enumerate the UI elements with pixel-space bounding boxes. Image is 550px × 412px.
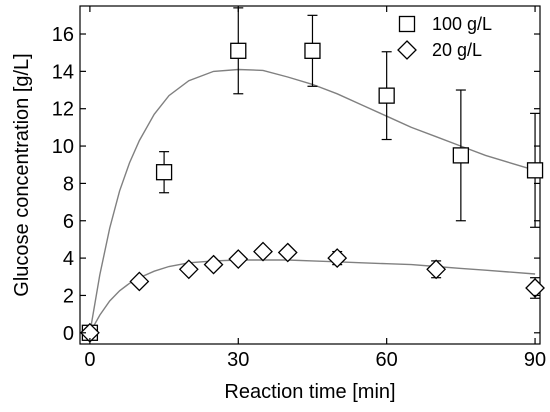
fit-curves (89, 68, 536, 334)
diamond-marker-series-2 (178, 259, 199, 280)
error-bars (159, 7, 541, 299)
data-markers (79, 42, 545, 343)
y-tick-label: 8 (63, 173, 74, 195)
x-tick-label: 30 (227, 349, 249, 371)
x-tick-label: 90 (524, 349, 546, 371)
legend-label: 100 g/L (432, 14, 492, 34)
square-marker-series-1 (452, 147, 470, 164)
square-marker-series-1 (526, 162, 544, 179)
legend-square-icon (398, 15, 416, 33)
diamond-marker-series-2 (203, 254, 224, 275)
y-tick-label: 2 (63, 285, 74, 307)
square-marker-series-1 (378, 87, 395, 104)
diamond-marker-series-2 (277, 242, 298, 263)
axis-ticks: 0 30 60 90 0 2 4 6 8 10 12 14 16 (52, 6, 546, 371)
diamond-marker-series-2 (129, 271, 150, 292)
legend-diamond-icon (397, 40, 417, 60)
legend-label: 20 g/L (432, 40, 482, 60)
y-tick-label: 16 (52, 24, 74, 46)
diamond-marker-series-2 (327, 248, 348, 269)
square-marker-series-1 (230, 42, 247, 59)
diamond-marker-series-2 (228, 249, 249, 269)
y-tick-label: 12 (52, 99, 74, 121)
x-axis-label: Reaction time [min] (224, 381, 395, 403)
y-tick-label: 4 (63, 248, 74, 270)
y-axis-label: Glucose concentration [g/L] (11, 53, 33, 296)
legend: 100 g/L 20 g/L (397, 14, 492, 60)
square-marker-series-1 (155, 164, 173, 181)
x-tick-label: 60 (376, 349, 398, 371)
diamond-marker-series-2 (426, 259, 447, 280)
x-tick-label: 0 (84, 349, 95, 371)
square-marker-series-1 (304, 42, 321, 59)
y-tick-label: 0 (63, 323, 74, 345)
diamond-marker-series-2 (253, 241, 273, 262)
y-tick-label: 6 (63, 211, 74, 233)
fit-curve-series-1 (89, 68, 536, 333)
fit-curve-series-2 (89, 259, 536, 334)
y-tick-label: 14 (52, 61, 74, 83)
y-tick-label: 10 (52, 136, 74, 158)
diamond-marker-series-2 (525, 278, 545, 298)
